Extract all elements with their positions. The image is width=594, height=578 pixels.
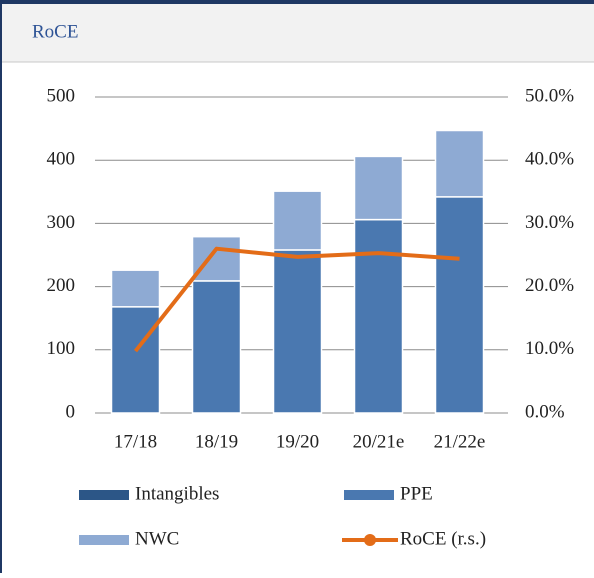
y2-tick-label: 20.0%: [525, 275, 574, 296]
left-border: [0, 0, 2, 573]
y2-tick-label: 10.0%: [525, 338, 574, 359]
header-band: [0, 0, 594, 62]
x-tick-label: 19/20: [276, 431, 319, 452]
legend-label: PPE: [400, 483, 433, 504]
legend-label: Intangibles: [135, 483, 219, 504]
x-tick-label: 20/21e: [353, 431, 405, 452]
x-tick-label: 17/18: [114, 431, 157, 452]
y-tick-label: 400: [47, 149, 76, 170]
y2-tick-label: 40.0%: [525, 149, 574, 170]
bar-segment: [353, 218, 404, 414]
legend-label: RoCE (r.s.): [400, 528, 486, 549]
legend-label: NWC: [135, 528, 179, 549]
bar-segment: [191, 235, 242, 282]
legend-swatch: [79, 490, 129, 500]
bar-segment: [272, 249, 323, 414]
bar-segment: [434, 129, 485, 198]
y2-tick-label: 30.0%: [525, 212, 574, 233]
y-tick-label: 0: [66, 401, 76, 422]
line-series: [133, 246, 460, 353]
y-tick-label: 300: [47, 212, 76, 233]
top-border: [0, 0, 594, 4]
y-tick-label: 200: [47, 275, 76, 296]
chart-title: RoCE: [32, 21, 78, 42]
bar-segment: [272, 190, 323, 251]
legend-swatch: [344, 490, 394, 500]
y-tick-label: 500: [47, 85, 76, 106]
bar-segment: [110, 269, 161, 308]
y2-tick-label: 50.0%: [525, 85, 574, 106]
x-tick-label: 18/19: [195, 431, 238, 452]
legend-marker: [364, 534, 376, 546]
legend-swatch: [79, 535, 129, 545]
bar-segment: [110, 306, 161, 414]
x-tick-label: 21/22e: [434, 431, 486, 452]
y-tick-label: 100: [47, 338, 76, 359]
bar-segment: [191, 280, 242, 414]
y2-tick-label: 0.0%: [525, 401, 565, 422]
bar-segment: [353, 155, 404, 221]
bar-segment: [434, 196, 485, 414]
